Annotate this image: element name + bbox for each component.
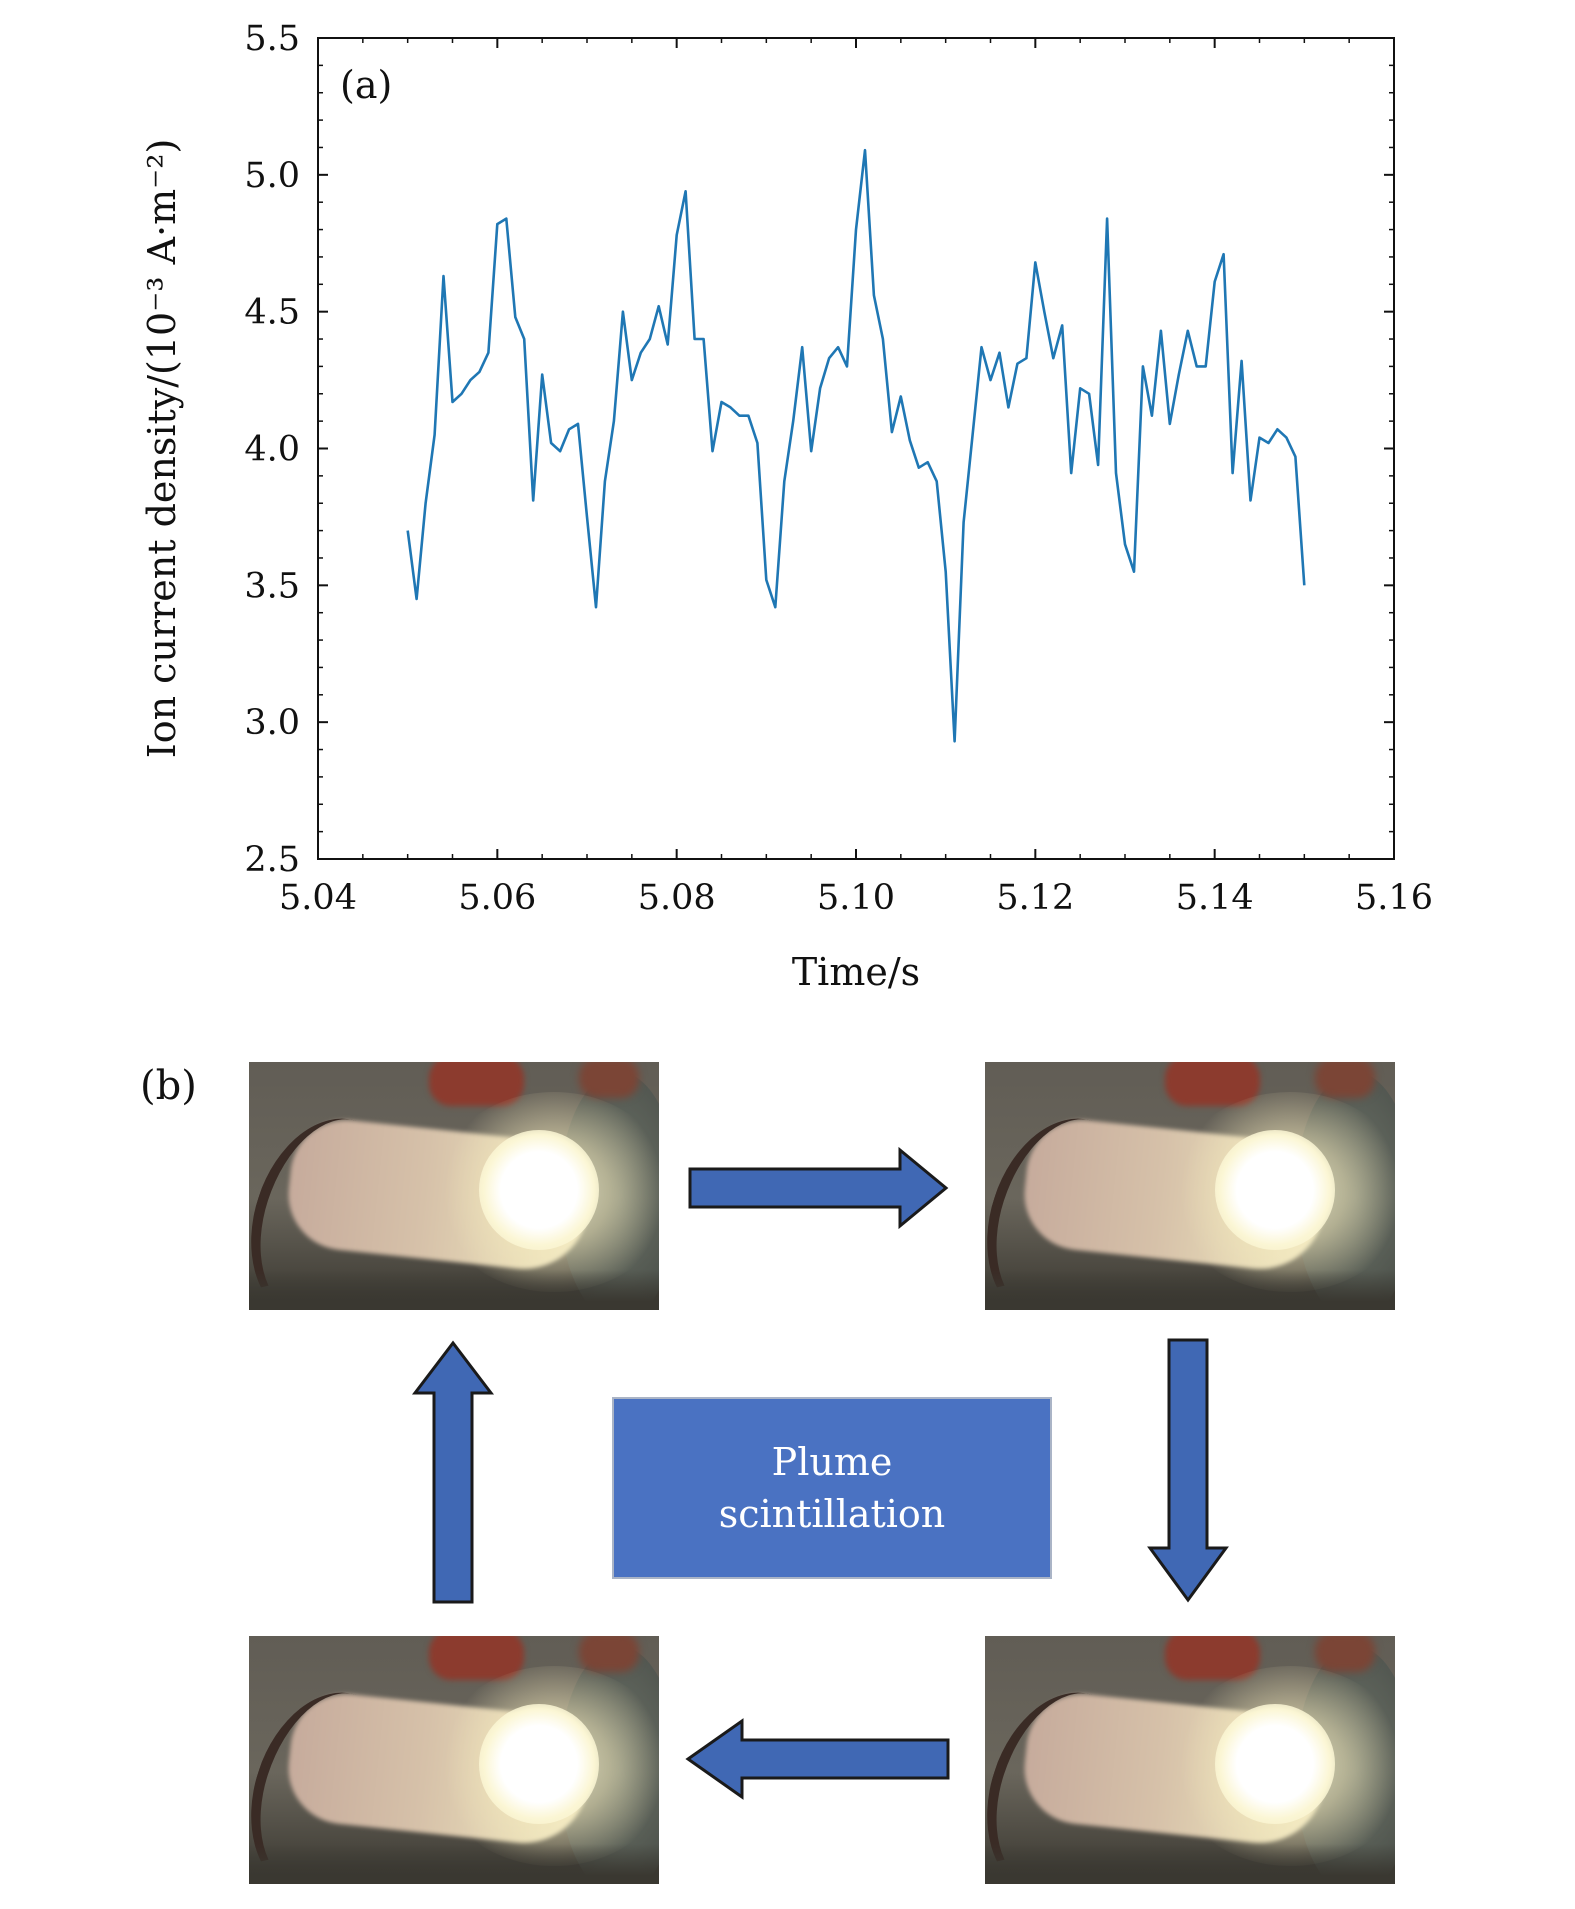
x-tick-label: 5.16 [1355, 878, 1433, 918]
plume-photo-top-left [249, 1062, 659, 1310]
y-axis-title: Ion current density/(10⁻³ A·m⁻²) [140, 139, 184, 759]
arrow-up [411, 1340, 495, 1604]
plume-photo-bottom-left [249, 1636, 659, 1884]
y-tick-label: 5.5 [244, 19, 300, 59]
y-tick-label: 3.0 [244, 703, 300, 743]
y-tick-label: 2.5 [244, 840, 300, 880]
plume-photo-bottom-right [985, 1636, 1395, 1884]
panel-b-label: (b) [140, 1063, 197, 1109]
x-tick-label: 5.10 [817, 878, 895, 918]
center-box-line2: scintillation [718, 1492, 946, 1536]
y-tick-label: 4.5 [244, 293, 300, 333]
cycle-arrows [411, 1146, 1229, 1800]
y-tick-label: 3.5 [244, 566, 300, 606]
x-tick-label: 5.12 [996, 878, 1074, 918]
arrow-right [688, 1146, 949, 1230]
plot-area: 5.04 5.06 5.08 5.10 5.12 5.14 5.16 2.5 3.0 3.5 4.0… [244, 19, 1433, 918]
center-box-line1: Plume [771, 1440, 893, 1484]
plume-scintillation-box: Plume scintillation [612, 1397, 1052, 1579]
panel-a-label: (a) [340, 63, 392, 107]
x-tick-label: 5.06 [458, 878, 536, 918]
y-tick-label: 5.0 [244, 156, 300, 196]
arrow-down [1147, 1338, 1229, 1603]
x-tick-label: 5.08 [638, 878, 716, 918]
series-line [406, 148, 1306, 743]
y-tick-label: 4.0 [244, 430, 300, 470]
plume-photo-top-right [985, 1062, 1395, 1310]
x-tick-label: 5.14 [1176, 878, 1254, 918]
x-axis-title: Time/s [792, 950, 920, 994]
arrow-left [685, 1718, 950, 1800]
x-tick-label: 5.04 [279, 878, 357, 918]
